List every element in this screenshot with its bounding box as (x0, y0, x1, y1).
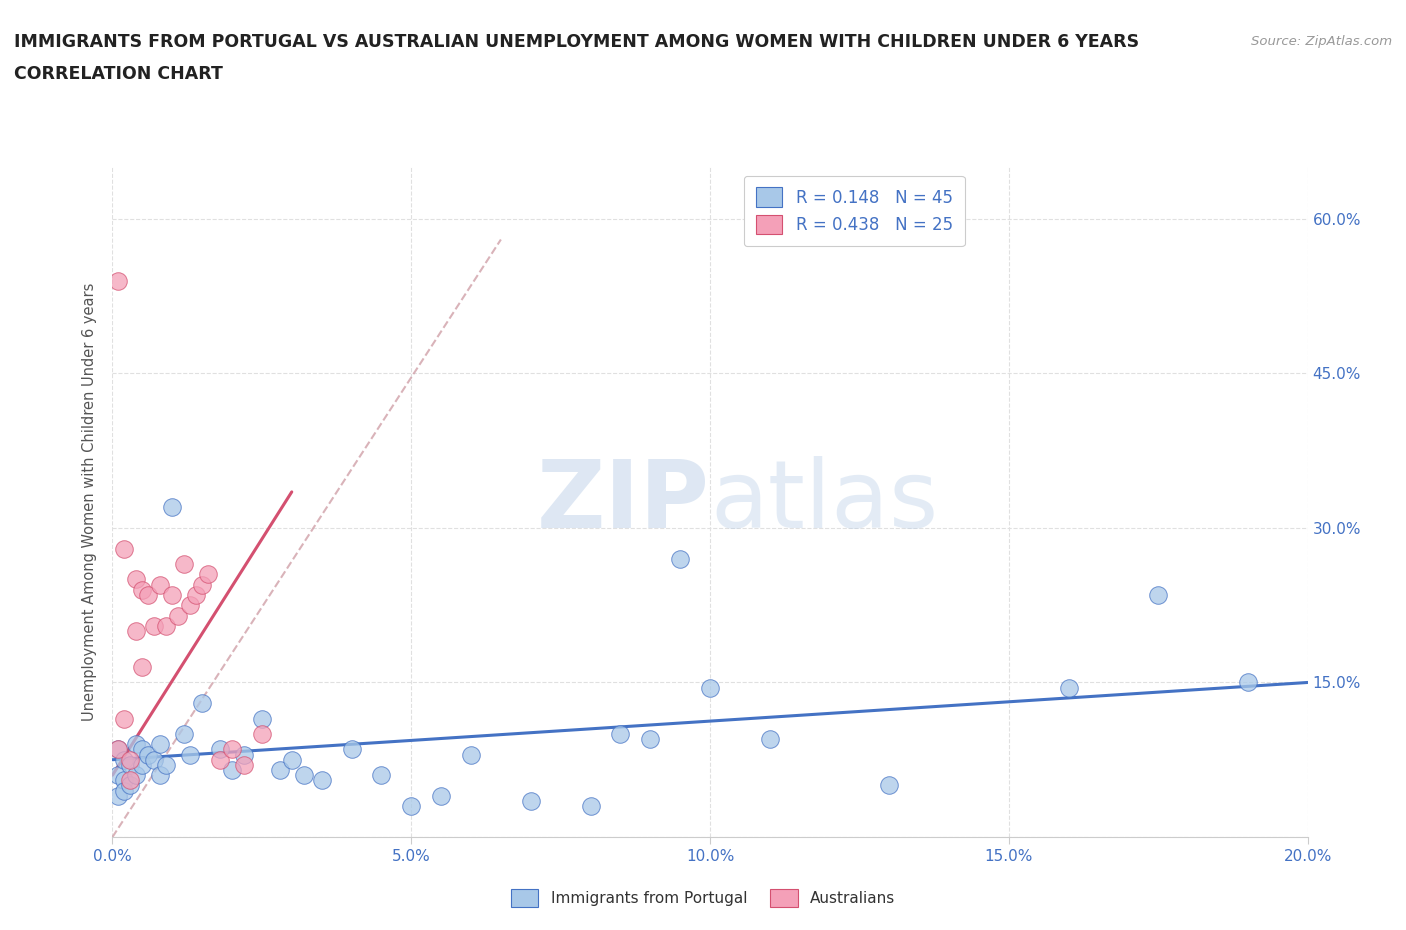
Point (221, 742, 243, 757)
Point (138, 747, 160, 762)
Point (638, 732, 662, 747)
Point (232, 757, 256, 772)
Point (125, 768, 148, 783)
Point (281, 752, 304, 767)
Point (155, 618, 177, 633)
Point (699, 680, 721, 695)
Text: Source: ZipAtlas.com: Source: ZipAtlas.com (1251, 35, 1392, 48)
Point (340, 742, 363, 757)
Point (221, 763, 243, 777)
Text: atlas: atlas (710, 457, 938, 548)
Point (167, 608, 190, 623)
Point (1057, 680, 1080, 695)
Point (107, 768, 129, 783)
Point (149, 578, 172, 592)
Point (114, 711, 135, 726)
Point (269, 763, 291, 777)
Point (250, 711, 273, 726)
Point (292, 768, 315, 783)
Point (131, 757, 153, 772)
Point (460, 747, 482, 762)
Point (143, 752, 166, 767)
Point (114, 783, 135, 798)
Point (197, 567, 219, 582)
Point (125, 737, 148, 751)
Point (120, 752, 142, 767)
Point (114, 752, 135, 767)
Point (191, 696, 214, 711)
Point (173, 556, 195, 571)
Point (520, 793, 543, 808)
Point (186, 588, 208, 603)
Text: ZIP: ZIP (537, 457, 710, 548)
Point (125, 572, 148, 587)
Point (430, 789, 453, 804)
Point (138, 588, 160, 603)
Point (173, 726, 195, 741)
Point (370, 768, 392, 783)
Point (107, 273, 129, 288)
Point (179, 598, 201, 613)
Point (179, 747, 201, 762)
Point (250, 726, 273, 741)
Point (120, 757, 142, 772)
Point (669, 551, 692, 566)
Point (609, 726, 631, 741)
Point (120, 778, 142, 793)
Point (162, 500, 183, 515)
Text: IMMIGRANTS FROM PORTUGAL VS AUSTRALIAN UNEMPLOYMENT AMONG WOMEN WITH CHILDREN UN: IMMIGRANTS FROM PORTUGAL VS AUSTRALIAN U… (14, 33, 1139, 50)
Point (120, 773, 142, 788)
Point (149, 737, 172, 751)
Point (877, 778, 901, 793)
Point (1147, 588, 1170, 603)
Point (149, 768, 172, 783)
Legend: R = 0.148   N = 45, R = 0.438   N = 25: R = 0.148 N = 45, R = 0.438 N = 25 (744, 176, 965, 246)
Point (579, 799, 602, 814)
Point (107, 742, 129, 757)
Point (155, 757, 177, 772)
Point (232, 747, 256, 762)
Point (759, 732, 782, 747)
Point (191, 578, 214, 592)
Point (131, 582, 153, 597)
Point (114, 541, 135, 556)
Point (401, 799, 423, 814)
Point (143, 618, 166, 633)
Y-axis label: Unemployment Among Women with Children Under 6 years: Unemployment Among Women with Children U… (82, 283, 97, 722)
Point (114, 773, 135, 788)
Point (1237, 675, 1260, 690)
Point (125, 623, 148, 638)
Point (107, 742, 129, 757)
Point (208, 742, 231, 757)
Point (131, 742, 153, 757)
Point (311, 773, 333, 788)
Point (162, 588, 183, 603)
Point (107, 789, 129, 804)
Point (131, 659, 153, 674)
Text: CORRELATION CHART: CORRELATION CHART (14, 65, 224, 83)
Legend: Immigrants from Portugal, Australians: Immigrants from Portugal, Australians (505, 884, 901, 913)
Point (208, 752, 231, 767)
